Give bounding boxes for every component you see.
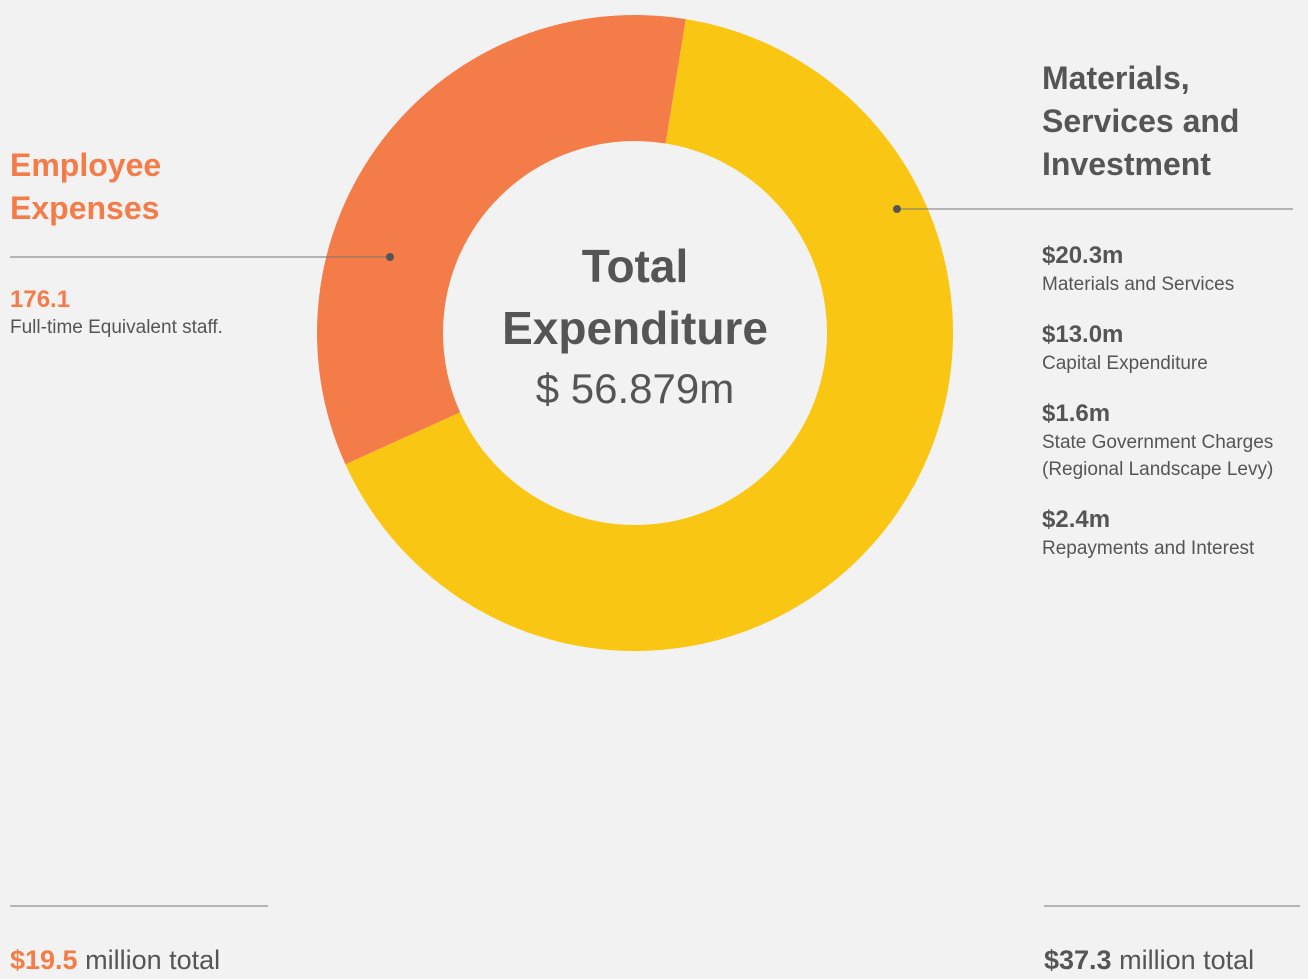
leader-dot xyxy=(386,253,394,261)
detail-item: $1.6m State Government Charges (Regional … xyxy=(1042,399,1282,483)
center-value: $ 56.879m xyxy=(535,365,735,412)
detail-label: Capital Expenditure xyxy=(1042,353,1208,374)
leader-dot xyxy=(893,205,901,213)
detail-value: $13.0m xyxy=(1042,321,1124,348)
center-title: Total Expenditure xyxy=(502,240,768,354)
total: $19.5 million total xyxy=(10,945,220,976)
donut-segment xyxy=(345,19,953,651)
detail-value: $1.6m xyxy=(1042,400,1111,427)
category-label: Employee Expenses xyxy=(10,147,162,226)
detail-value: $2.4m xyxy=(1042,506,1111,533)
category-label: Materials, Services and Investment xyxy=(1042,60,1240,182)
detail-label: Materials and Services xyxy=(1042,274,1235,295)
donut-center: Total Expenditure $ 56.879m xyxy=(455,235,815,419)
total-value: $37.3 xyxy=(1044,945,1112,975)
detail-value: $20.3m xyxy=(1042,242,1124,269)
total-suffix: million total xyxy=(1119,945,1255,975)
detail-item: $20.3m Materials and Services xyxy=(1042,241,1282,298)
detail-label: Full-time Equivalent staff. xyxy=(10,317,223,338)
detail-value: 176.1 xyxy=(10,286,71,313)
total-suffix: million total xyxy=(85,945,221,975)
donut-segment xyxy=(316,15,686,465)
materials-details: $20.3m Materials and Services $13.0m Capita… xyxy=(1042,241,1282,584)
total-value: $19.5 xyxy=(10,945,78,975)
employee-detail: 176.1 Full-time Equivalent staff. xyxy=(10,285,240,341)
detail-item: $13.0m Capital Expenditure xyxy=(1042,320,1282,377)
detail-label: Repayments and Interest xyxy=(1042,538,1255,559)
detail-label: State Government Charges (Regional Lands… xyxy=(1042,432,1274,480)
total: $37.3 million total xyxy=(1044,945,1254,976)
detail-item: $2.4m Repayments and Interest xyxy=(1042,505,1282,562)
